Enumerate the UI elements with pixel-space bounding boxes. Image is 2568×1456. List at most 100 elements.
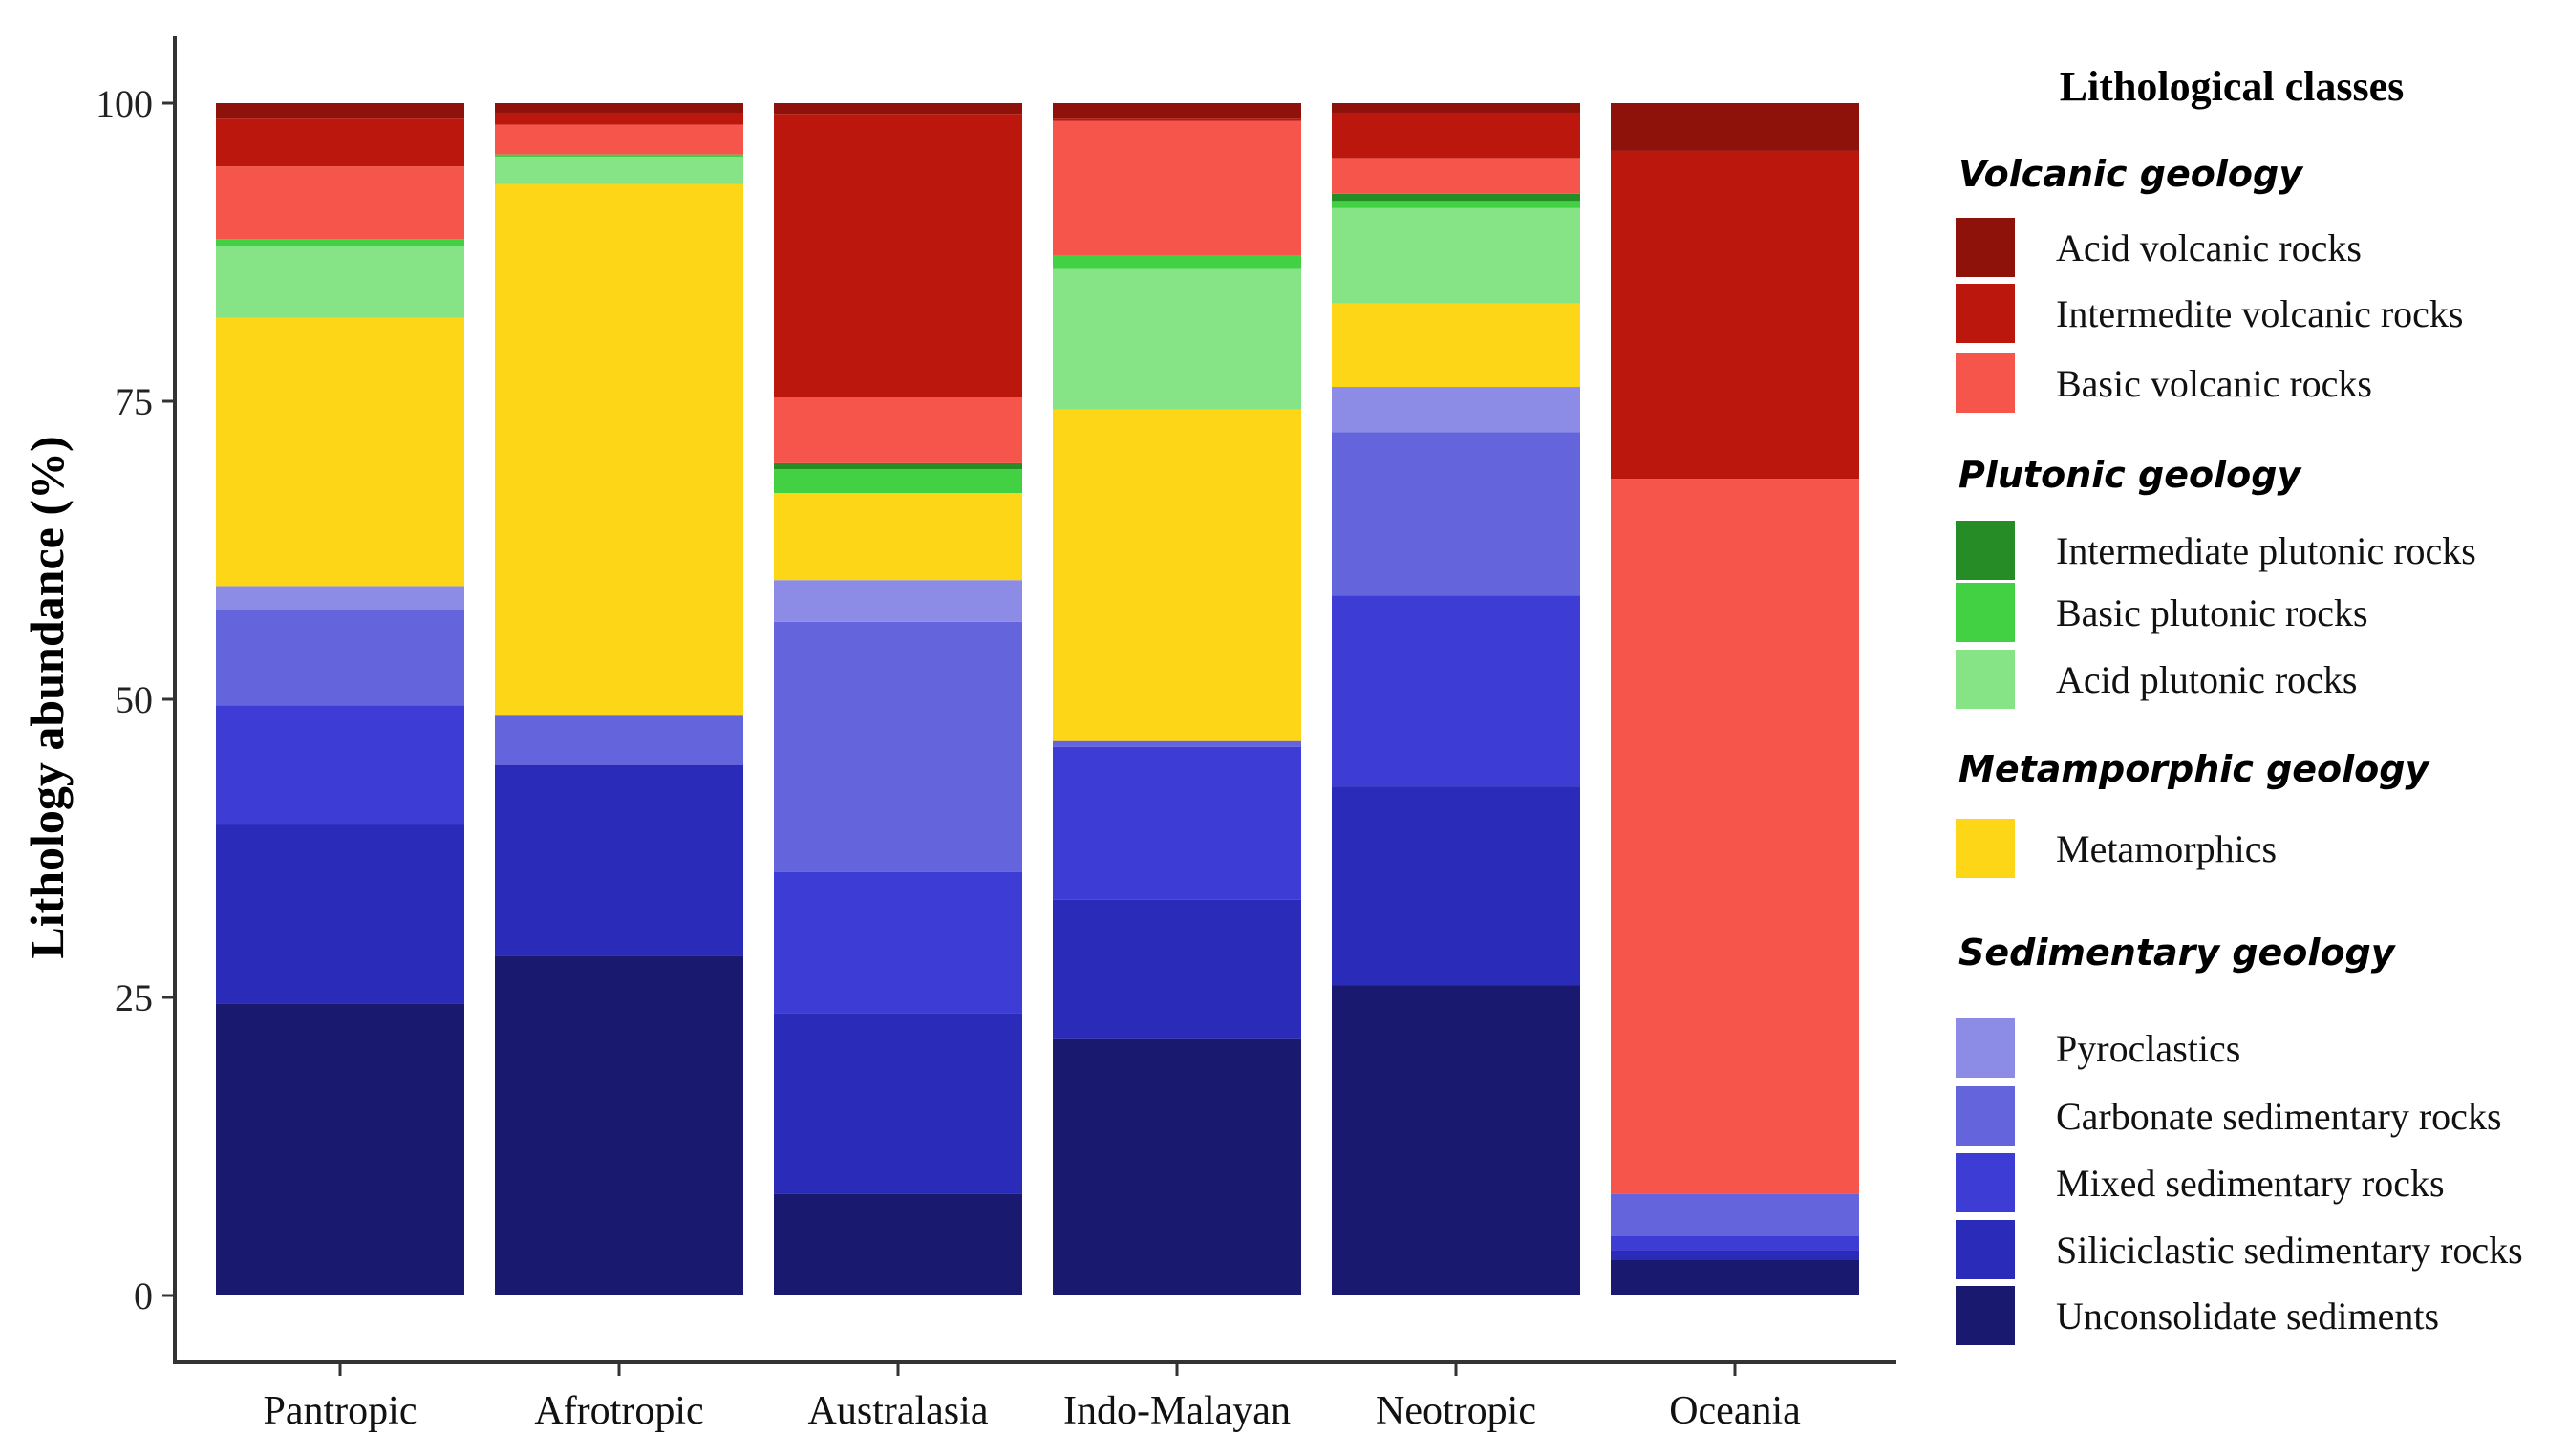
bar-neotropic-intermediate-plutonic-rocks <box>1332 193 1580 202</box>
legend-group-metamporphic-geology: Metamporphic geology Metamorphics <box>1956 748 2430 878</box>
y-tick-label: 75 <box>115 380 153 423</box>
y-tick-label: 25 <box>115 976 153 1019</box>
bar-australasia-pyroclastics <box>774 580 1022 622</box>
bar-stack-pantropic <box>216 103 464 1295</box>
x-tick-label-pantropic: Pantropic <box>264 1389 417 1433</box>
legend-item-acid-volcanic-rocks: Acid volcanic rocks <box>1956 218 2362 277</box>
bar-indo-malayan-acid-volcanic-rocks <box>1053 103 1301 119</box>
legend-item-siliciclastic-sedimentary-rocks: Siliciclastic sedimentary rocks <box>1956 1220 2523 1279</box>
legend-item-metamorphics: Metamorphics <box>1956 819 2277 878</box>
legend-label: Carbonate sedimentary rocks <box>2056 1095 2502 1138</box>
bar-stack-oceania <box>1611 103 1859 1295</box>
bar-indo-malayan-intermediate-volcanic-rocks <box>1053 118 1301 121</box>
legend-swatch <box>1956 819 2015 878</box>
bar-oceania-mixed-sedimentary-rocks <box>1611 1235 1859 1251</box>
bar-pantropic-acid-plutonic-rocks <box>216 246 464 318</box>
bar-stack-indo-malayan <box>1053 103 1301 1295</box>
legend-group-title: Metamporphic geology <box>1958 748 2430 790</box>
legend-label: Basic plutonic rocks <box>2056 591 2368 634</box>
bar-australasia-unconsolidate-sediments <box>774 1193 1022 1295</box>
bar-stack-australasia <box>774 103 1022 1295</box>
bar-neotropic-basic-plutonic-rocks <box>1332 201 1580 208</box>
bar-indo-malayan-basic-plutonic-rocks <box>1053 255 1301 269</box>
legend-item-intermedite-volcanic-rocks: Intermedite volcanic rocks <box>1956 284 2463 343</box>
bar-australasia-intermediate-plutonic-rocks <box>774 462 1022 470</box>
bar-neotropic-unconsolidate-sediments <box>1332 985 1580 1295</box>
bar-australasia-intermediate-volcanic-rocks <box>774 114 1022 398</box>
legend-label: Mixed sedimentary rocks <box>2056 1162 2445 1205</box>
legend-item-unconsolidate-sediments: Unconsolidate sediments <box>1956 1286 2439 1345</box>
y-tick-label: 0 <box>134 1274 153 1317</box>
bar-neotropic-metamorphics <box>1332 303 1580 388</box>
x-tick-label-afrotropic: Afrotropic <box>534 1389 703 1433</box>
legend-group-title: Sedimentary geology <box>1958 931 2397 974</box>
bar-pantropic-unconsolidate-sediments <box>216 1003 464 1295</box>
bar-afrotropic-carbonate-sedimentary-rocks <box>495 715 743 765</box>
legend-item-mixed-sedimentary-rocks: Mixed sedimentary rocks <box>1956 1153 2445 1212</box>
bar-neotropic-pyroclastics <box>1332 387 1580 433</box>
legend-label: Unconsolidate sediments <box>2056 1295 2439 1338</box>
bar-indo-malayan-basic-volcanic-rocks <box>1053 120 1301 256</box>
y-axis-label: Lithology abundance (%) <box>20 436 74 958</box>
bar-stack-afrotropic <box>495 103 743 1295</box>
legend-item-basic-volcanic-rocks: Basic volcanic rocks <box>1956 353 2372 413</box>
bar-afrotropic-metamorphics <box>495 183 743 716</box>
legend-label: Siliciclastic sedimentary rocks <box>2056 1229 2523 1272</box>
bar-pantropic-siliciclastic-sedimentary-rocks <box>216 824 464 1004</box>
bar-pantropic-basic-plutonic-rocks <box>216 239 464 246</box>
legend-swatch <box>1956 1086 2015 1146</box>
bar-oceania-acid-volcanic-rocks <box>1611 103 1859 151</box>
bar-australasia-basic-volcanic-rocks <box>774 397 1022 463</box>
bar-pantropic-pyroclastics <box>216 586 464 610</box>
bar-indo-malayan-acid-plutonic-rocks <box>1053 268 1301 410</box>
bar-afrotropic-unconsolidate-sediments <box>495 955 743 1295</box>
bar-pantropic-metamorphics <box>216 317 464 587</box>
bar-afrotropic-siliciclastic-sedimentary-rocks <box>495 764 743 956</box>
y-ticks: 0 25 50 75 100 <box>96 82 175 1317</box>
legend-group-title: Volcanic geology <box>1958 153 2304 195</box>
legend-group-volcanic-geology: Volcanic geology Acid volcanic rocks Inter… <box>1956 153 2463 413</box>
legend-label: Acid volcanic rocks <box>2056 226 2362 269</box>
legend-swatch <box>1956 353 2015 413</box>
y-tick-label: 100 <box>96 82 153 125</box>
bar-oceania-unconsolidate-sediments <box>1611 1259 1859 1295</box>
legend-swatch <box>1956 521 2015 580</box>
bar-australasia-mixed-sedimentary-rocks <box>774 871 1022 1014</box>
bar-pantropic-intermediate-volcanic-rocks <box>216 118 464 167</box>
legend-group-title: Plutonic geology <box>1958 454 2302 496</box>
y-tick-label: 50 <box>115 678 153 721</box>
x-ticks: Pantropic Afrotropic Australasia Indo-Malay… <box>264 1362 1801 1433</box>
legend-label: Intermedite volcanic rocks <box>2056 292 2463 335</box>
x-tick-label-indo-malayan: Indo-Malayan <box>1063 1389 1291 1433</box>
legend-swatch <box>1956 1018 2015 1078</box>
legend-swatch <box>1956 1286 2015 1345</box>
bar-australasia-metamorphics <box>774 493 1022 581</box>
bar-neotropic-mixed-sedimentary-rocks <box>1332 595 1580 787</box>
bar-stack-neotropic <box>1332 103 1580 1295</box>
legend-item-acid-plutonic-rocks: Acid plutonic rocks <box>1956 650 2358 709</box>
bar-australasia-carbonate-sedimentary-rocks <box>774 621 1022 872</box>
bar-afrotropic-acid-volcanic-rocks <box>495 103 743 113</box>
plot-area <box>216 103 1859 1295</box>
bar-oceania-intermediate-volcanic-rocks <box>1611 150 1859 480</box>
bar-indo-malayan-metamorphics <box>1053 409 1301 741</box>
legend-swatch <box>1956 218 2015 277</box>
legend-swatch <box>1956 1220 2015 1279</box>
bar-afrotropic-intermediate-volcanic-rocks <box>495 112 743 125</box>
bar-pantropic-acid-volcanic-rocks <box>216 103 464 119</box>
bar-afrotropic-acid-plutonic-rocks <box>495 157 743 184</box>
bar-neotropic-carbonate-sedimentary-rocks <box>1332 432 1580 596</box>
bar-indo-malayan-mixed-sedimentary-rocks <box>1053 746 1301 900</box>
bar-neotropic-intermediate-volcanic-rocks <box>1332 112 1580 159</box>
bar-neotropic-acid-volcanic-rocks <box>1332 103 1580 113</box>
bar-neotropic-basic-volcanic-rocks <box>1332 158 1580 194</box>
legend-label: Pyroclastics <box>2056 1027 2240 1070</box>
legend-swatch <box>1956 284 2015 343</box>
legend-item-pyroclastics: Pyroclastics <box>1956 1018 2240 1078</box>
bar-afrotropic-basic-plutonic-rocks <box>495 154 743 158</box>
bar-australasia-basic-plutonic-rocks <box>774 469 1022 494</box>
bar-pantropic-mixed-sedimentary-rocks <box>216 705 464 825</box>
legend-swatch <box>1956 1153 2015 1212</box>
bar-pantropic-carbonate-sedimentary-rocks <box>216 610 464 706</box>
